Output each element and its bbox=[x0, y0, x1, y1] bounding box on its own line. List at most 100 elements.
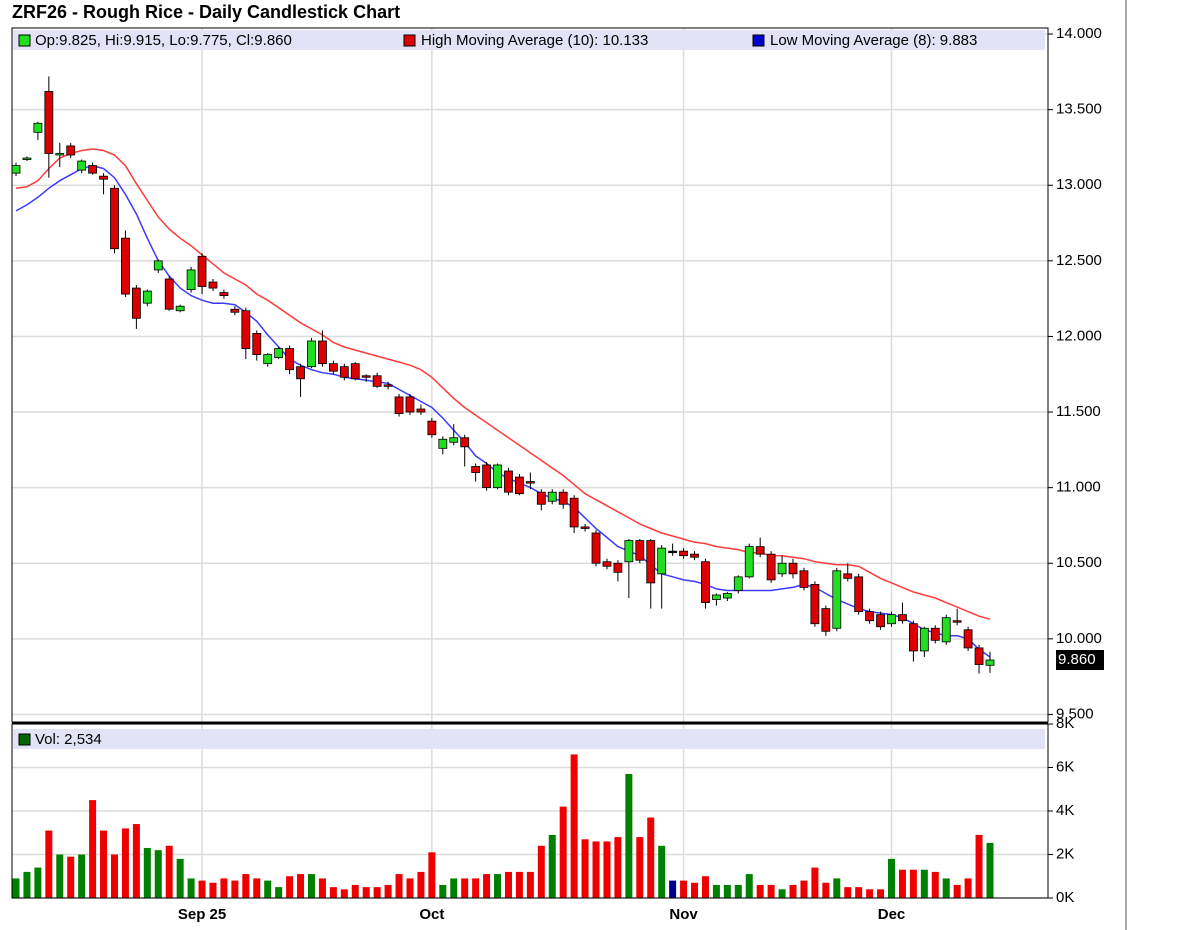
volume-bar bbox=[395, 874, 403, 898]
candle-body bbox=[394, 396, 404, 414]
volume-bar bbox=[866, 889, 874, 898]
candle-body bbox=[701, 561, 710, 603]
candle-body bbox=[350, 363, 360, 380]
candle-body bbox=[591, 532, 601, 564]
x-tick-label: Oct bbox=[419, 906, 444, 923]
volume-bar bbox=[417, 871, 425, 898]
volume-bar bbox=[264, 880, 272, 898]
volume-bar bbox=[581, 839, 589, 898]
volume-bar bbox=[45, 830, 53, 898]
candle-body bbox=[22, 157, 32, 160]
candle-body bbox=[952, 620, 962, 623]
y-tick-label: 10.000 bbox=[1056, 630, 1102, 647]
volume-bar bbox=[318, 878, 326, 898]
volume-bar bbox=[307, 874, 315, 898]
candle-body bbox=[580, 526, 590, 529]
candle-body bbox=[328, 363, 338, 372]
volume-bar bbox=[515, 871, 523, 898]
candle-body bbox=[832, 570, 842, 629]
candle-body bbox=[263, 354, 273, 365]
chart-title: ZRF26 - Rough Rice - Daily Candlestick C… bbox=[12, 2, 400, 22]
candle-body bbox=[449, 437, 459, 443]
candle-body bbox=[11, 165, 21, 174]
candle-body bbox=[602, 561, 612, 567]
volume-bar bbox=[483, 874, 491, 898]
volume-bar bbox=[253, 878, 261, 898]
volume-bar bbox=[789, 884, 797, 898]
volume-bar bbox=[384, 884, 392, 898]
volume-bar bbox=[231, 880, 239, 898]
candle-body bbox=[788, 562, 798, 575]
volume-bar bbox=[767, 884, 775, 898]
volume-bar bbox=[373, 887, 381, 898]
legend-label: Vol: 2,534 bbox=[35, 731, 102, 748]
volume-bar bbox=[614, 837, 622, 898]
candle-body bbox=[383, 384, 393, 387]
volume-bar bbox=[56, 854, 64, 898]
candle-body bbox=[241, 310, 251, 349]
volume-bar bbox=[603, 841, 611, 898]
volume-bar bbox=[78, 854, 86, 898]
candle-body bbox=[624, 540, 634, 563]
volume-bar bbox=[143, 847, 151, 898]
candle-body bbox=[153, 260, 163, 271]
candle-body bbox=[504, 470, 513, 493]
volume-bar bbox=[701, 876, 709, 898]
volume-bar bbox=[89, 800, 97, 898]
volume-bar bbox=[504, 871, 512, 898]
volume-bar bbox=[472, 878, 480, 898]
candle-body bbox=[613, 562, 623, 573]
candle-body bbox=[854, 576, 864, 613]
candle-body bbox=[44, 91, 54, 154]
candle-body bbox=[963, 629, 973, 649]
candle-body bbox=[974, 647, 984, 665]
volume-bar bbox=[570, 754, 578, 898]
volume-bar bbox=[920, 869, 928, 898]
candle-body bbox=[536, 491, 546, 505]
volume-bar bbox=[964, 878, 972, 898]
volume-bar bbox=[450, 878, 458, 898]
x-tick-label: Nov bbox=[669, 906, 698, 923]
volume-bar bbox=[734, 884, 742, 898]
volume-bar bbox=[12, 878, 20, 898]
candle-body bbox=[230, 308, 240, 313]
candle-body bbox=[777, 562, 787, 575]
volume-bar bbox=[34, 867, 42, 898]
candle-body bbox=[307, 340, 316, 368]
candle-body bbox=[460, 437, 470, 448]
volume-bar bbox=[822, 882, 830, 898]
volume-bar bbox=[636, 837, 644, 898]
moving-average-line bbox=[15, 164, 991, 658]
volume-bar bbox=[494, 874, 502, 898]
candle-body bbox=[865, 611, 875, 622]
y-tick-label: 13.500 bbox=[1056, 101, 1102, 118]
candle-body bbox=[164, 278, 174, 310]
legend-swatch bbox=[403, 34, 416, 47]
candle-body bbox=[525, 481, 535, 484]
candle-body bbox=[919, 627, 929, 652]
volume-bar bbox=[351, 884, 359, 898]
volume-bar bbox=[275, 887, 283, 898]
candle-body bbox=[186, 269, 196, 290]
candle-body bbox=[821, 608, 831, 632]
candle-body bbox=[799, 570, 809, 588]
y-tick-label: 13.000 bbox=[1056, 176, 1102, 193]
last-price-box bbox=[1056, 650, 1104, 671]
volume-bar bbox=[548, 834, 556, 898]
candle-body bbox=[887, 614, 896, 625]
volume-tick-label: 0K bbox=[1056, 889, 1074, 906]
volume-bar bbox=[23, 871, 31, 898]
candle-body bbox=[766, 553, 776, 581]
candle-body bbox=[690, 553, 699, 558]
candle-body bbox=[142, 290, 152, 304]
volume-bar bbox=[800, 880, 808, 898]
candle-body bbox=[569, 497, 579, 528]
volume-bar bbox=[669, 880, 677, 898]
volume-bar bbox=[723, 884, 731, 898]
candle-body bbox=[547, 491, 557, 502]
y-tick-label: 12.000 bbox=[1056, 327, 1102, 344]
y-tick-label: 10.500 bbox=[1056, 554, 1102, 571]
volume-bar bbox=[406, 878, 414, 898]
